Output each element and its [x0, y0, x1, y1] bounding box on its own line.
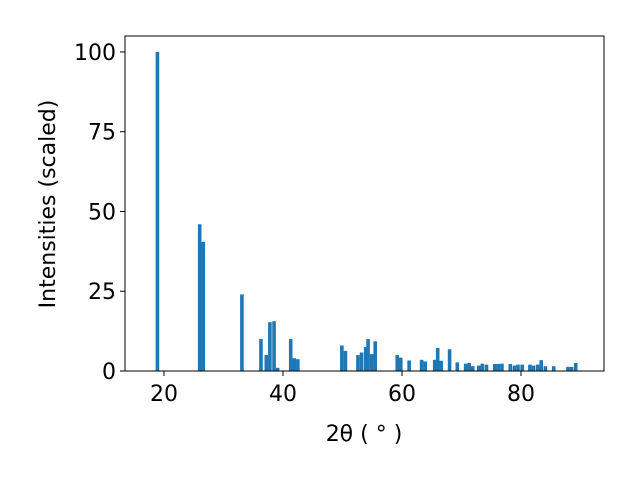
y-tick-label: 25 — [88, 280, 116, 305]
bar — [240, 294, 244, 371]
bar — [539, 360, 544, 371]
y-axis-label: Intensities (scaled) — [36, 100, 61, 309]
bar — [264, 355, 269, 371]
y-tick-label: 75 — [88, 121, 116, 146]
bar — [363, 347, 368, 371]
bar — [566, 366, 570, 371]
x-tick-label: 60 — [388, 382, 416, 407]
bar — [500, 363, 504, 371]
bar — [476, 365, 481, 371]
bar — [366, 339, 370, 371]
bar — [201, 241, 206, 371]
y-tick-label: 100 — [74, 41, 116, 66]
bar — [435, 348, 440, 371]
x-tick-label: 80 — [507, 382, 535, 407]
y-tick-label: 0 — [102, 360, 116, 385]
bar — [259, 339, 263, 371]
bar — [516, 364, 520, 371]
bar — [496, 363, 501, 371]
bar — [512, 365, 517, 371]
bar — [268, 322, 272, 371]
bar — [535, 364, 540, 371]
bar — [423, 361, 427, 371]
bar — [369, 354, 374, 371]
bar — [531, 365, 536, 371]
bar — [419, 359, 424, 371]
bar — [447, 349, 452, 371]
x-tick-label: 20 — [150, 382, 178, 407]
bar — [528, 364, 532, 371]
bar — [543, 366, 548, 371]
bar — [520, 364, 524, 371]
bar — [569, 366, 574, 371]
bar — [432, 359, 437, 371]
bar — [356, 355, 360, 371]
bar — [398, 357, 403, 371]
bar — [343, 350, 348, 371]
plot-frame — [124, 35, 605, 372]
bar — [359, 352, 364, 371]
bar — [493, 363, 497, 371]
bar — [288, 339, 293, 371]
bar — [484, 364, 489, 371]
bar — [373, 341, 378, 371]
bar — [340, 345, 344, 371]
bar — [463, 363, 468, 371]
bar — [275, 367, 280, 371]
bar — [292, 358, 297, 371]
bar — [155, 51, 160, 371]
bar — [508, 363, 513, 371]
bar — [573, 363, 578, 371]
bar — [480, 363, 485, 371]
bar — [467, 363, 472, 371]
bar — [395, 355, 400, 371]
x-tick-label: 40 — [269, 382, 297, 407]
bar — [455, 362, 460, 371]
y-tick-label: 50 — [88, 200, 116, 225]
bar — [296, 359, 300, 371]
x-axis-label: 2θ ( ° ) — [326, 422, 403, 447]
bar — [272, 321, 276, 371]
bar — [407, 360, 411, 371]
bar — [197, 224, 202, 371]
bar — [551, 366, 556, 371]
bar — [439, 360, 444, 371]
bar — [470, 366, 475, 371]
